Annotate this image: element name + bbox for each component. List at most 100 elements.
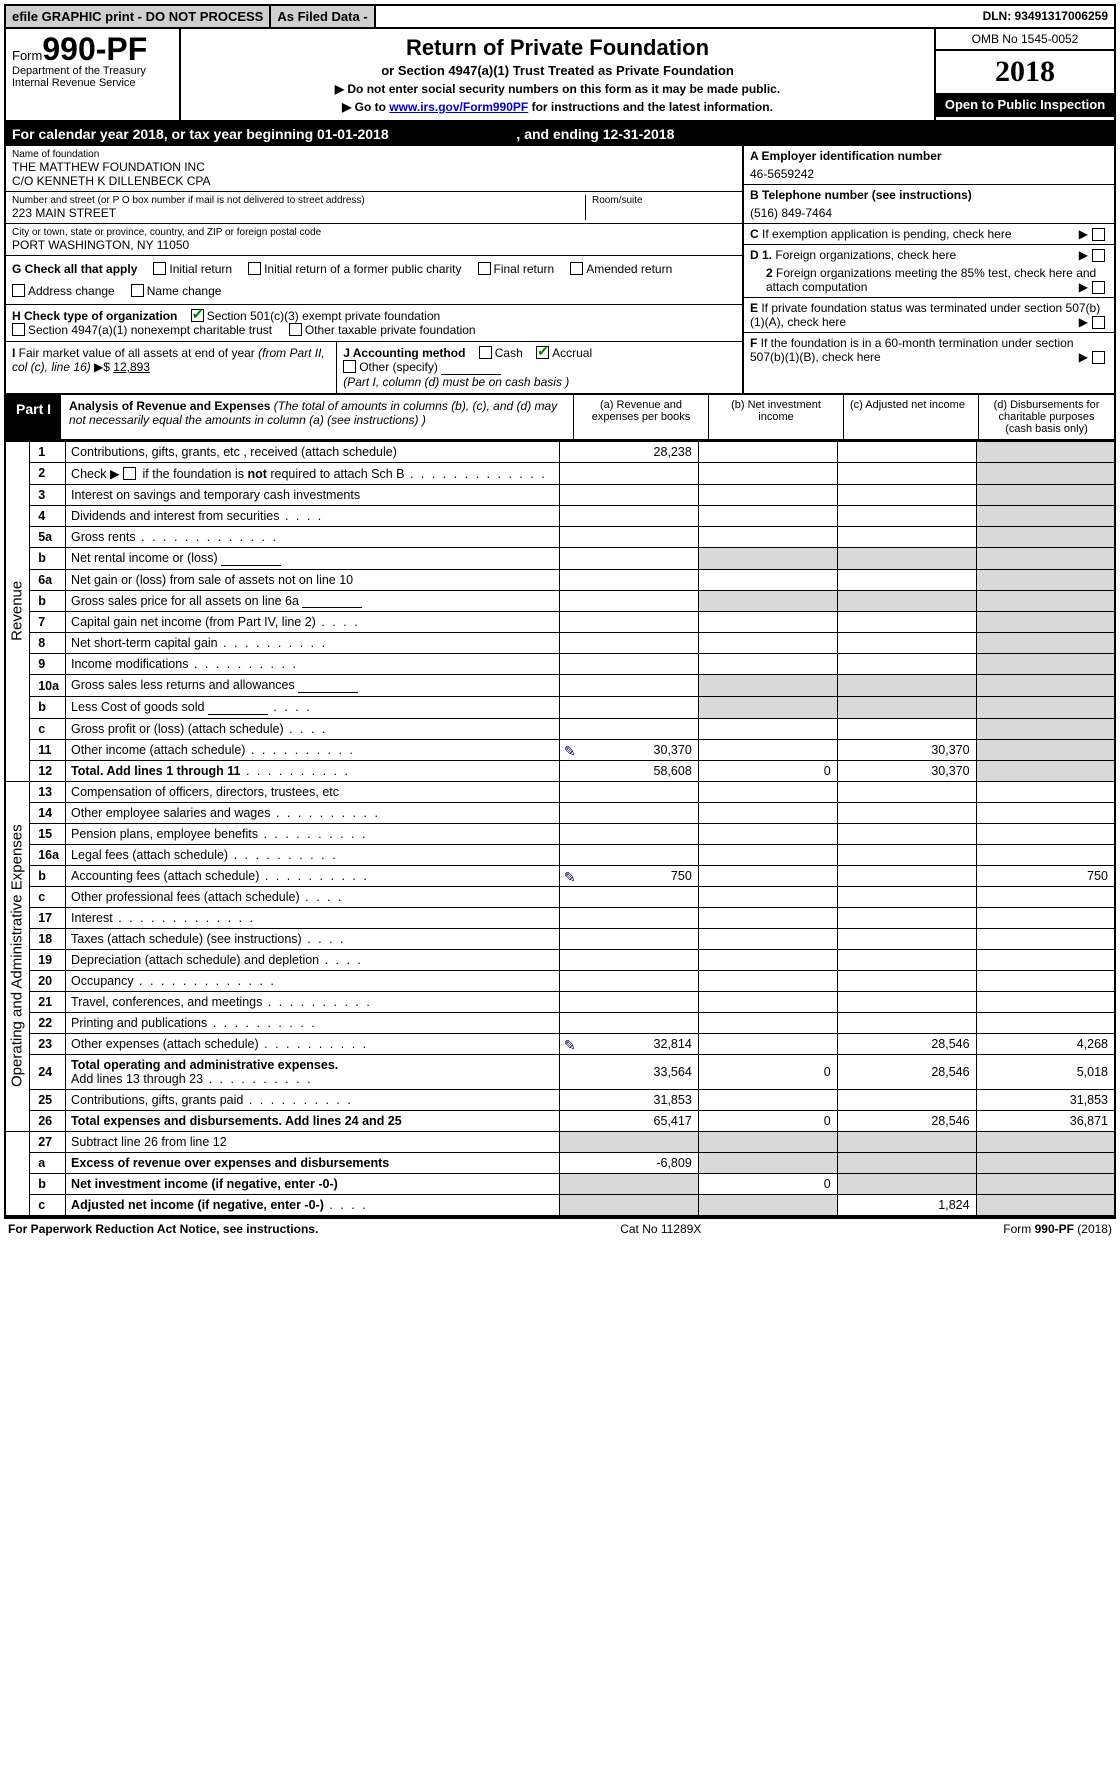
cell-value <box>976 569 1115 590</box>
f-checkbox[interactable]: ▶ <box>1079 350 1108 364</box>
efile-banner: efile GRAPHIC print - DO NOT PROCESS <box>6 6 271 27</box>
h-opt-0[interactable]: Section 501(c)(3) exempt private foundat… <box>191 309 440 323</box>
i-section: I Fair market value of all assets at end… <box>6 342 337 393</box>
cell-value <box>698 1033 837 1054</box>
g-opt-1[interactable]: Initial return of a former public charit… <box>248 262 461 276</box>
asfiled-banner: As Filed Data - <box>271 6 375 27</box>
line-number: 9 <box>30 654 66 675</box>
foundation-name-1: THE MATTHEW FOUNDATION INC <box>12 160 736 174</box>
g-opt-4[interactable]: Address change <box>12 284 115 298</box>
table-row: cGross profit or (loss) (attach schedule… <box>5 718 1115 739</box>
line-description: Gross sales price for all assets on line… <box>66 590 560 612</box>
g-opt-0[interactable]: Initial return <box>153 262 232 276</box>
col-b-head: (b) Net investment income <box>709 395 844 439</box>
cell-value <box>837 654 976 675</box>
cell-value <box>698 1131 837 1152</box>
open-inspection: Open to Public Inspection <box>936 93 1114 117</box>
f-row: F If the foundation is in a 60-month ter… <box>744 333 1114 367</box>
g-label: G Check all that apply <box>12 262 137 276</box>
cell-value <box>976 547 1115 569</box>
cell-value <box>559 1173 698 1194</box>
table-row: 6aNet gain or (loss) from sale of assets… <box>5 569 1115 590</box>
line-description: Travel, conferences, and meetings <box>66 991 560 1012</box>
cell-value <box>976 484 1115 505</box>
pencil-icon[interactable]: ✎ <box>564 743 576 760</box>
table-row: 10aGross sales less returns and allowanc… <box>5 675 1115 697</box>
header-mid: Return of Private Foundation or Section … <box>181 29 934 120</box>
cell-value <box>559 718 698 739</box>
cell-value <box>837 1173 976 1194</box>
cell-value <box>698 781 837 802</box>
form-subtitle: or Section 4947(a)(1) Trust Treated as P… <box>189 63 926 78</box>
h-label: H Check type of organization <box>12 309 177 323</box>
name-label: Name of foundation <box>12 149 736 160</box>
line-description: Less Cost of goods sold <box>66 696 560 718</box>
cell-value <box>559 633 698 654</box>
cell-value: ✎750 <box>559 865 698 886</box>
irs-link[interactable]: www.irs.gov/Form990PF <box>389 100 528 114</box>
col-a-head: (a) Revenue and expenses per books <box>574 395 709 439</box>
table-row: 18Taxes (attach schedule) (see instructi… <box>5 928 1115 949</box>
line-number: c <box>30 1194 66 1216</box>
table-row: 11Other income (attach schedule)✎30,3703… <box>5 739 1115 760</box>
phone-label: B Telephone number (see instructions) <box>750 188 1108 202</box>
table-row: 25Contributions, gifts, grants paid31,85… <box>5 1089 1115 1110</box>
section-label <box>5 1131 30 1216</box>
g-opt-5[interactable]: Name change <box>131 284 222 298</box>
c-text: If exemption application is pending, che… <box>762 227 1012 241</box>
line-description: Gross rents <box>66 526 560 547</box>
cell-value <box>837 991 976 1012</box>
h-opt-2[interactable]: Other taxable private foundation <box>289 323 476 337</box>
cell-value: 28,238 <box>559 441 698 462</box>
irs-line: Internal Revenue Service <box>12 77 173 89</box>
cal-pre: For calendar year 2018, or tax year begi… <box>12 126 317 142</box>
cell-value <box>837 612 976 633</box>
info-grid: Name of foundation THE MATTHEW FOUNDATIO… <box>4 146 1116 395</box>
j-accrual-cb[interactable]: Accrual <box>536 346 592 360</box>
cell-value <box>559 462 698 484</box>
line-number: 5a <box>30 526 66 547</box>
h-opt-1[interactable]: Section 4947(a)(1) nonexempt charitable … <box>12 323 272 337</box>
cell-value <box>837 484 976 505</box>
line-number: 25 <box>30 1089 66 1110</box>
line-description: Net short-term capital gain <box>66 633 560 654</box>
line-description: Other employee salaries and wages <box>66 802 560 823</box>
j-other-cb[interactable]: Other (specify) <box>343 360 438 374</box>
d2-checkbox[interactable]: ▶ <box>1079 280 1108 294</box>
g-opt-2[interactable]: Final return <box>478 262 555 276</box>
cell-value <box>837 462 976 484</box>
schb-checkbox[interactable] <box>123 467 136 480</box>
cell-value <box>837 441 976 462</box>
line-number: 24 <box>30 1054 66 1089</box>
cell-value <box>559 1131 698 1152</box>
line-number: 27 <box>30 1131 66 1152</box>
part1-header: Part I Analysis of Revenue and Expenses … <box>4 395 1116 441</box>
cell-value <box>559 928 698 949</box>
cell-value <box>698 907 837 928</box>
cell-value <box>698 462 837 484</box>
d1-checkbox[interactable]: ▶ <box>1079 248 1108 262</box>
c-checkbox[interactable]: ▶ <box>1079 227 1108 241</box>
d-row: D 1. Foreign organizations, check here ▶… <box>744 245 1114 298</box>
form-number-line: Form990-PF <box>12 33 173 65</box>
line-number: 26 <box>30 1110 66 1131</box>
cell-value <box>559 569 698 590</box>
cell-value <box>698 802 837 823</box>
line-description: Depreciation (attach schedule) and deple… <box>66 949 560 970</box>
cell-value: 0 <box>698 1110 837 1131</box>
cell-value <box>837 1152 976 1173</box>
cell-value <box>976 970 1115 991</box>
table-row: 4Dividends and interest from securities <box>5 505 1115 526</box>
pencil-icon[interactable]: ✎ <box>564 1037 576 1054</box>
e-checkbox[interactable]: ▶ <box>1079 315 1108 329</box>
g-opt-3[interactable]: Amended return <box>570 262 672 276</box>
pencil-icon[interactable]: ✎ <box>564 869 576 886</box>
j-label: J Accounting method <box>343 346 465 360</box>
instr2-pre: ▶ Go to <box>342 100 389 114</box>
ij-row: I Fair market value of all assets at end… <box>6 342 742 393</box>
line-number: b <box>30 590 66 612</box>
cell-value <box>698 696 837 718</box>
cell-value <box>837 928 976 949</box>
form-number: 990-PF <box>42 31 147 67</box>
j-cash-cb[interactable]: Cash <box>479 346 523 360</box>
